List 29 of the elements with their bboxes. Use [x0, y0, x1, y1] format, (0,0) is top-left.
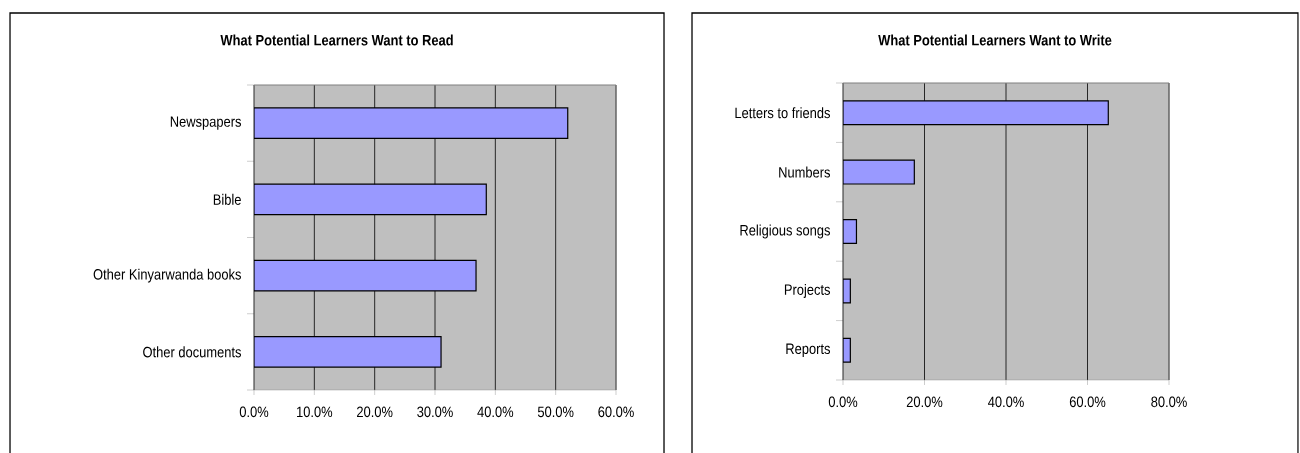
bar [254, 336, 442, 368]
y-tick-label: Other Kinyarwanda books [93, 268, 241, 283]
bar [843, 100, 1109, 126]
x-tick-label: 0.0% [828, 396, 858, 408]
chart-title: What Potential Learners Want to Read [220, 34, 453, 46]
x-tick-label: 80.0% [1151, 396, 1187, 408]
x-tick-label: 60.0% [1069, 396, 1106, 408]
y-tick-label: Projects [784, 283, 831, 298]
y-tick-label: Bible [213, 193, 241, 205]
x-tick-label: 10.0% [297, 406, 333, 418]
bar [254, 259, 477, 292]
x-tick-label: 30.0% [417, 406, 453, 418]
x-tick-label: 60.0% [598, 406, 634, 418]
x-tick-label: 40.0% [477, 406, 514, 418]
y-tick-label: Numbers [779, 166, 831, 178]
chart-title: What Potential Learners Want to Write [878, 34, 1112, 46]
x-tick-label: 20.0% [357, 406, 393, 418]
x-tick-label: 40.0% [988, 396, 1024, 408]
bar [254, 183, 487, 216]
y-tick-label: Newspapers [170, 116, 241, 130]
y-tick-label: Religious songs [740, 224, 830, 239]
y-tick-label: Reports [786, 343, 831, 358]
x-tick-label: 50.0% [537, 406, 574, 418]
y-tick-label: Other documents [143, 346, 241, 358]
x-tick-label: 20.0% [906, 396, 943, 408]
bar [843, 159, 915, 185]
bar [254, 107, 569, 139]
y-tick-label: Letters to friends [735, 107, 830, 119]
x-tick-label: 0.0% [239, 406, 269, 418]
